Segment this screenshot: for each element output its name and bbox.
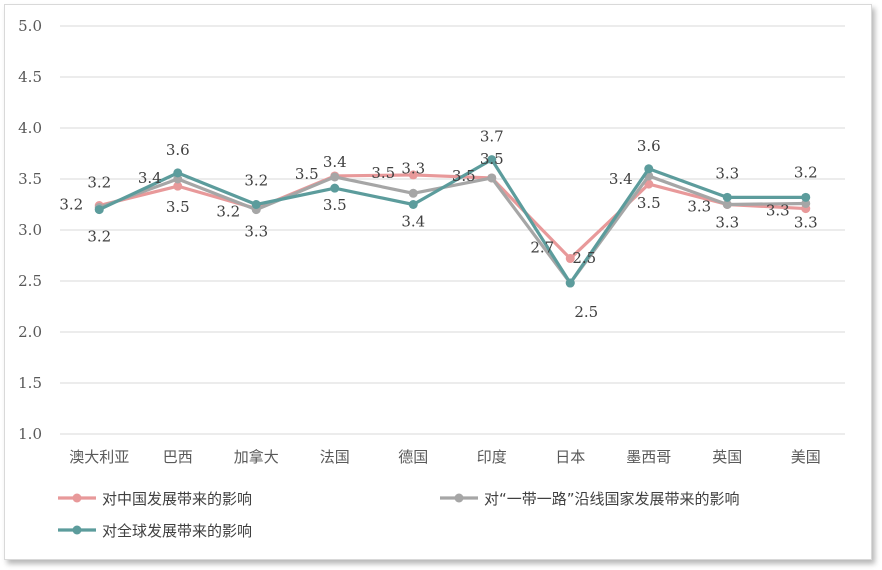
data-point (408, 170, 418, 180)
data-point (487, 173, 497, 183)
data-label: 3.5 (323, 196, 347, 214)
data-point (644, 164, 654, 174)
y-tick-label: 3.5 (18, 170, 42, 188)
x-tick-label: 墨西哥 (626, 448, 671, 466)
legend-marker (454, 493, 464, 503)
data-point (251, 200, 261, 209)
data-label: 2.7 (530, 239, 554, 257)
chart-frame (4, 4, 872, 560)
x-tick-label: 德国 (398, 448, 428, 466)
data-label: 3.2 (87, 228, 111, 246)
y-axis-tick-labels: 1.0 1.5 2.0 2.5 3.0 3.5 4.0 4.5 5.0 (18, 17, 42, 443)
x-tick-label: 日本 (555, 448, 585, 466)
data-point (330, 183, 340, 193)
data-label: 3.6 (637, 137, 661, 155)
series-lines (94, 155, 811, 288)
data-label: 3.5 (166, 198, 190, 216)
data-point (173, 181, 183, 191)
x-tick-label: 法国 (320, 448, 350, 466)
legend-marker (72, 525, 82, 535)
data-label: 3.5 (452, 167, 476, 185)
data-label: 3.2 (216, 203, 240, 221)
data-point (801, 192, 811, 202)
x-tick-label: 澳大利亚 (69, 448, 129, 466)
data-label: 3.5 (637, 194, 661, 212)
data-label: 3.3 (766, 202, 790, 220)
data-label: 3.3 (794, 213, 818, 231)
data-label: 3.2 (59, 196, 83, 214)
legend-item: 对“一带一路”沿线国家发展带来的影响 (440, 490, 740, 508)
legend-label: 对“一带一路”沿线国家发展带来的影响 (484, 490, 740, 508)
legend-label: 对中国发展带来的影响 (102, 490, 252, 508)
series-3 (94, 155, 811, 288)
series-line (98, 158, 806, 285)
legend-item: 对中国发展带来的影响 (58, 490, 252, 508)
data-point (408, 188, 418, 198)
data-label: 3.6 (166, 141, 190, 159)
data-point (94, 205, 104, 215)
y-tick-label: 4.0 (18, 119, 42, 137)
y-tick-label: 5.0 (18, 17, 42, 35)
legend-label: 对全球发展带来的影响 (102, 522, 252, 540)
y-tick-label: 2.0 (18, 323, 42, 341)
data-label: 3.2 (794, 163, 818, 181)
data-label: 3.5 (480, 150, 504, 168)
data-point (722, 200, 732, 209)
y-tick-label: 4.5 (18, 68, 42, 86)
gridlines (60, 25, 845, 435)
data-point (330, 172, 340, 182)
data-point (644, 179, 654, 189)
legend-marker (72, 493, 82, 503)
data-label: 3.4 (401, 213, 425, 231)
data-label: 3.3 (401, 159, 425, 177)
y-tick-label: 3.0 (18, 221, 42, 239)
data-label: 3.5 (371, 164, 395, 182)
data-label: 3.4 (609, 170, 633, 188)
x-tick-label: 英国 (712, 448, 742, 466)
data-point (565, 278, 575, 288)
y-tick-label: 2.5 (18, 272, 42, 290)
data-label: 3.3 (715, 213, 739, 231)
data-label: 3.4 (323, 153, 347, 171)
y-tick-label: 1.0 (18, 425, 42, 443)
series-line (98, 174, 806, 285)
data-labels: 3.2 3.5 3.23.5 3.5 3.52.73.5 3.3 3.33.2 3.4 3.23… (59, 128, 817, 321)
x-tick-label: 巴西 (163, 448, 193, 466)
y-tick-label: 1.5 (18, 374, 42, 392)
data-label: 3.2 (87, 174, 111, 192)
data-point (722, 192, 732, 202)
data-label: 3.3 (687, 198, 711, 216)
data-point (408, 200, 418, 209)
data-point (173, 168, 183, 178)
data-label: 3.5 (295, 165, 319, 183)
legend-item: 对全球发展带来的影响 (58, 522, 252, 540)
data-label: 3.3 (244, 223, 268, 241)
data-label: 3.2 (244, 172, 268, 190)
data-label: 2.5 (574, 303, 598, 321)
data-label: 2.5 (572, 249, 596, 267)
data-point (487, 155, 497, 165)
x-tick-label: 加拿大 (234, 448, 279, 466)
x-axis-tick-labels: 澳大利亚 巴西 加拿大 法国 德国 印度 日本 墨西哥 英国 美国 (69, 448, 821, 466)
data-label: 3.4 (138, 169, 162, 187)
data-point (565, 254, 575, 264)
series-line (98, 173, 806, 261)
x-tick-label: 美国 (791, 448, 821, 466)
data-label: 3.3 (715, 165, 739, 183)
data-label: 3.7 (480, 128, 504, 146)
x-tick-label: 印度 (477, 448, 507, 466)
